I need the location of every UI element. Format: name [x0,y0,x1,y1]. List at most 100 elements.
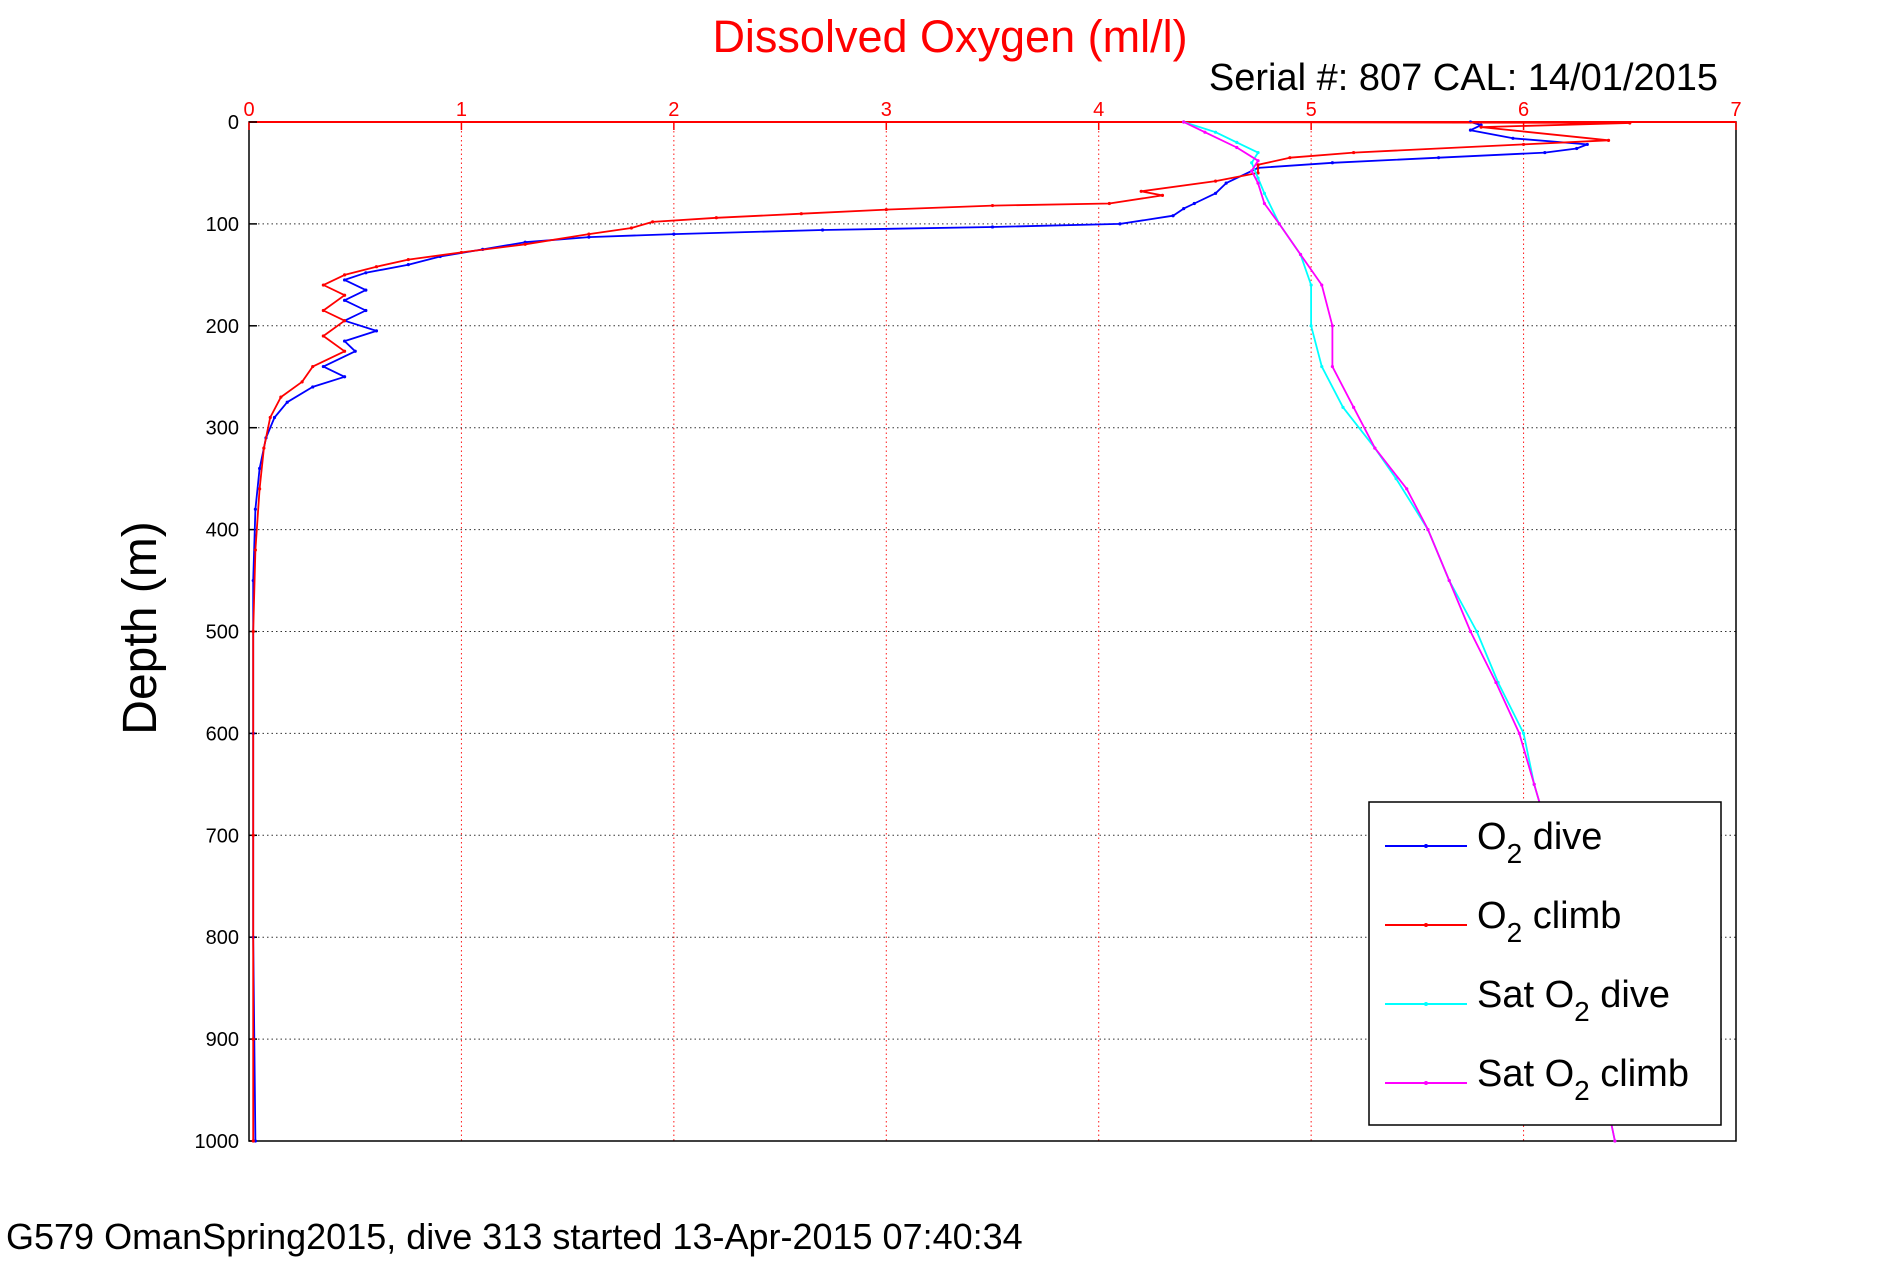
data-point-o2-climb [884,208,888,212]
data-point-o2-climb [523,242,527,246]
data-point-sat-o2-climb [1256,181,1260,185]
x-tick-label: 6 [1518,99,1529,121]
data-point-o2-climb [321,283,325,287]
data-point-o2-climb [321,334,325,338]
chart-subtitle: Serial #: 807 CAL: 14/01/2015 [1209,57,1718,99]
data-point-o2-climb [253,548,257,552]
y-tick-label: 400 [206,520,239,542]
data-point-o2-climb [251,629,255,634]
data-point-sat-o2-climb [1330,324,1334,328]
data-point-sat-o2-climb [1262,201,1267,206]
data-point-o2-dive [258,466,262,471]
data-point-sat-o2-climb [1250,169,1254,173]
legend-swatch-marker [1424,1002,1428,1006]
y-axis-ticks: 0 100 200 300 400 500 600 700 800 900 1000 [195,112,257,1153]
y-tick-label: 200 [206,316,239,338]
data-point-o2-climb [1256,163,1260,167]
series-group [251,120,1632,1143]
data-point-sat-o2-climb [1277,222,1281,226]
data-point-o2-climb [587,232,591,236]
legend-label: O2 dive [1477,816,1602,869]
data-point-o2-climb [342,293,347,297]
data-point-o2-dive [406,263,410,267]
data-point-o2-climb [251,1139,255,1143]
data-point-sat-o2-climb [1405,487,1409,491]
dive-info-footer: G579 OmanSpring2015, dive 313 started 13… [6,1216,1023,1257]
data-point-o2-climb [1213,179,1218,183]
data-point-o2-climb [406,257,410,262]
data-point-sat-o2-climb [1613,1139,1617,1143]
data-point-o2-dive [311,385,315,389]
data-point-sat-o2-dive [1256,176,1260,180]
x-tick-label: 1 [456,99,467,121]
data-point-o2-dive [253,507,257,511]
data-point-o2-climb [311,364,315,369]
data-point-o2-climb [1107,201,1111,206]
data-point-sat-o2-dive [1213,130,1218,134]
data-point-o2-climb [251,1037,255,1041]
legend-swatch-marker [1424,844,1428,848]
data-point-sat-o2-dive [1475,629,1479,634]
data-point-o2-climb [459,250,464,255]
data-point-o2-climb [342,319,347,323]
data-point-sat-o2-dive [1256,150,1260,155]
data-point-sat-o2-dive [1235,140,1239,144]
data-point-o2-dive [342,298,347,302]
data-point-o2-climb [1256,171,1260,175]
data-point-sat-o2-climb [1235,145,1239,150]
data-point-sat-o2-dive [1262,191,1267,195]
data-point-o2-climb [1606,138,1611,142]
x-tick-label: 2 [668,99,679,121]
legend-swatch-marker [1424,1081,1428,1085]
data-point-sat-o2-climb [1532,782,1536,786]
data-point-sat-o2-climb [1182,120,1186,124]
data-point-o2-climb [374,265,379,269]
y-tick-label: 600 [206,723,239,745]
data-point-sat-o2-climb [1426,528,1430,532]
data-point-o2-climb [1139,189,1143,193]
legend-swatch-marker [1424,923,1428,927]
data-point-sat-o2-climb [1447,578,1451,583]
legend-label: O2 climb [1477,895,1621,948]
data-point-sat-o2-climb [1256,159,1260,163]
data-point-o2-climb [1160,193,1165,197]
data-point-sat-o2-dive [1521,731,1526,736]
data-point-o2-dive [1224,181,1228,185]
data-point-o2-dive [1330,161,1334,165]
data-point-o2-climb [990,203,995,208]
data-point-o2-climb [279,395,283,399]
series-line-o2-climb [252,121,1631,1141]
y-tick-label: 500 [206,622,239,644]
data-point-o2-climb [342,273,347,277]
y-tick-label: 100 [206,214,239,236]
legend: O2 dive O2 climb Sat O2 dive Sat O2 climb [1368,801,1722,1126]
data-point-o2-dive [353,349,357,353]
data-point-o2-dive [1118,222,1122,226]
x-tick-label: 4 [1093,99,1104,121]
data-point-sat-o2-dive [1309,283,1313,287]
data-point-o2-climb [714,216,718,220]
data-point-sat-o2-dive [1309,324,1313,328]
data-point-o2-dive [364,308,368,313]
data-point-sat-o2-dive [1250,161,1254,165]
data-point-o2-climb [342,349,347,353]
data-point-o2-climb [1479,125,1483,129]
y-tick-label: 800 [206,927,239,949]
data-point-o2-dive [374,329,379,333]
legend-box [1368,801,1722,1126]
data-point-sat-o2-climb [1373,446,1377,450]
data-point-o2-dive [1171,214,1175,218]
data-point-o2-climb [268,415,272,420]
data-point-o2-dive [587,235,591,239]
data-point-o2-climb [258,487,262,491]
data-point-o2-dive [1468,128,1473,132]
y-tick-label: 700 [206,825,239,847]
data-point-o2-dive [342,278,347,282]
data-point-o2-dive [364,271,368,275]
chart-title: Dissolved Oxygen (ml/l) [712,11,1187,62]
data-point-sat-o2-climb [1203,130,1207,134]
data-point-o2-dive [672,232,676,236]
x-tick-label: 0 [243,99,254,121]
data-point-o2-dive [990,225,995,229]
